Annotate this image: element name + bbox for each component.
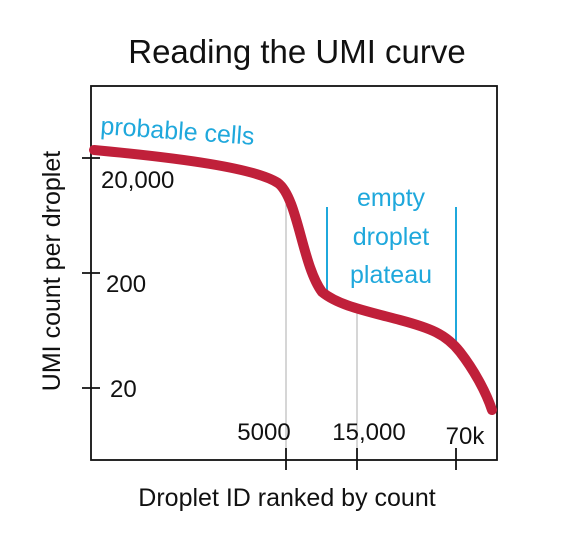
- y-tick-label-200: 200: [106, 271, 146, 298]
- x-tick-label-15000: 15,000: [332, 419, 405, 446]
- annotation-plateau-line: plateau: [350, 261, 432, 289]
- y-axis-title: UMI count per droplet: [38, 151, 66, 391]
- annotation-droplet-line: droplet: [353, 223, 429, 251]
- x-tick-label-5000: 5000: [237, 419, 290, 446]
- y-tick-label-20000: 20,000: [101, 167, 174, 194]
- annotation-empty-line: empty: [357, 184, 426, 212]
- chart-title: Reading the UMI curve: [128, 33, 466, 70]
- annotation-probable-cells: probable cells: [100, 112, 256, 151]
- x-axis-title: Droplet ID ranked by count: [138, 484, 435, 512]
- x-tick-label-70k: 70k: [446, 423, 486, 450]
- y-tick-label-20: 20: [110, 376, 137, 403]
- umi-curve-line: [89, 145, 497, 415]
